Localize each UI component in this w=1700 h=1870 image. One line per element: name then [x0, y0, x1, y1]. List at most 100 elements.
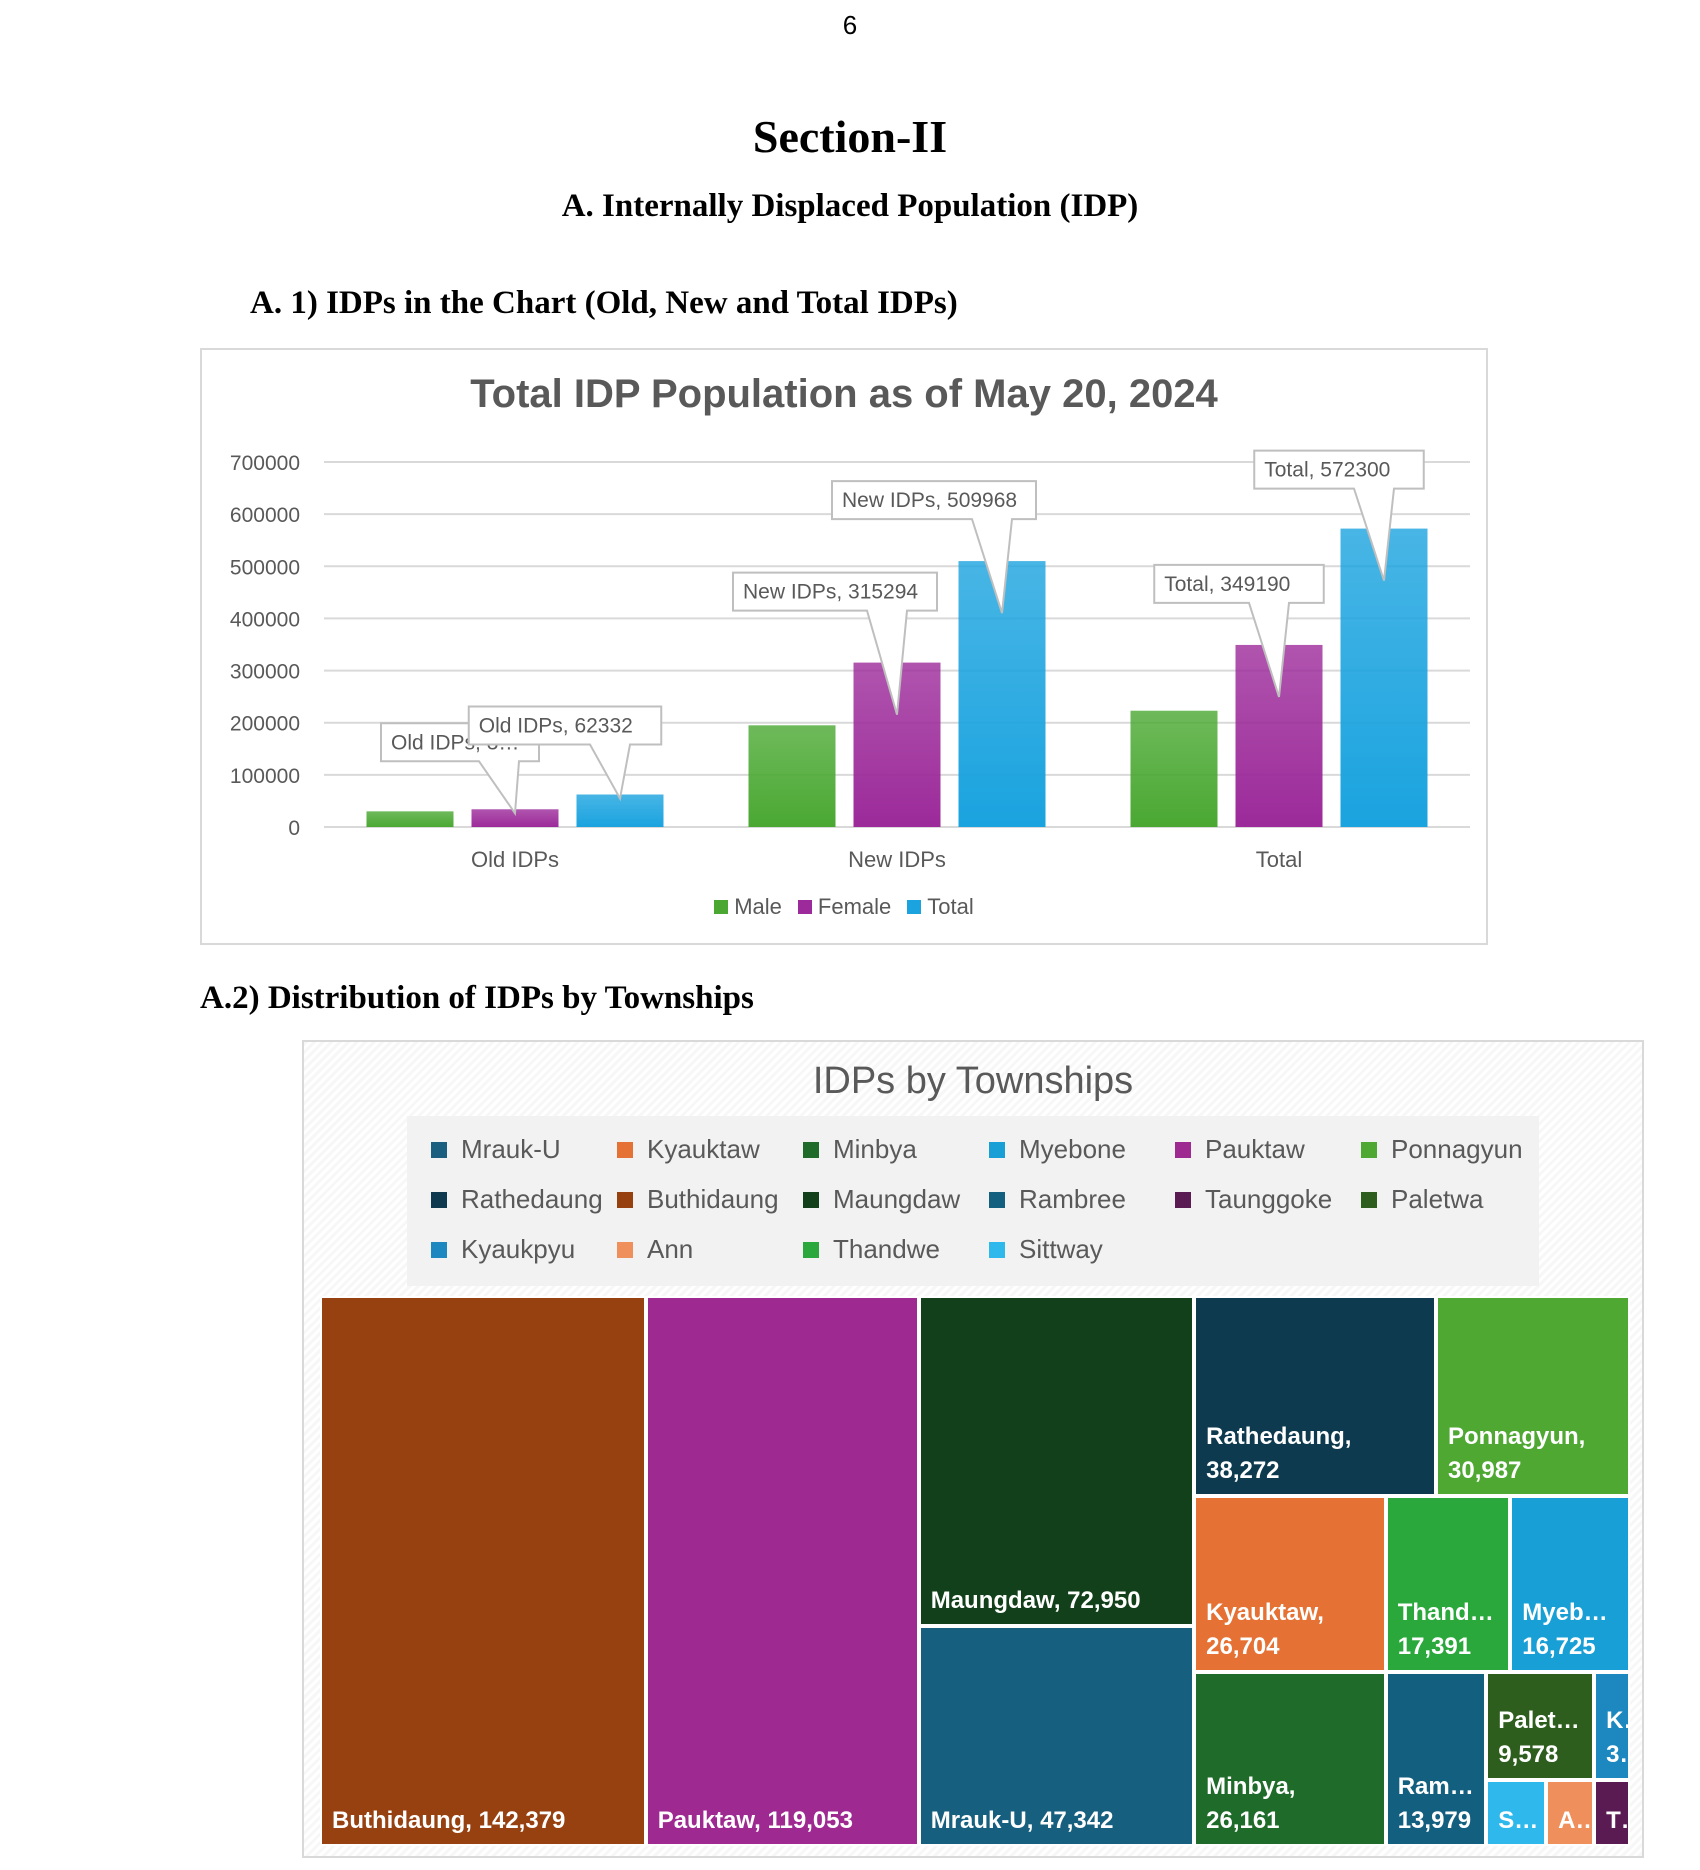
- treemap-tile-label: Kyauktaw, 26,704: [1206, 1599, 1324, 1660]
- legend-swatch: [617, 1241, 633, 1258]
- treemap-tile-kyauktaw: Kyauktaw, 26,704: [1194, 1496, 1386, 1672]
- legend-item: Total: [907, 894, 974, 920]
- data-callout: Old IDPs, 62332: [467, 705, 663, 802]
- treemap-tile-label: T…: [1606, 1807, 1628, 1834]
- treemap-tile-label: Mrauk-U, 47,342: [930, 1807, 1114, 1834]
- treemap-tile-ponnagyun: Ponnagyun, 30,987: [1436, 1296, 1630, 1496]
- callout-label: Total, 572300: [1264, 459, 1390, 482]
- legend-item: Maungdaw: [803, 1184, 960, 1215]
- legend-swatch: [1361, 1191, 1377, 1208]
- legend-item: Male: [714, 894, 782, 920]
- legend-label: Minbya: [833, 1134, 917, 1164]
- treemap-tile-sittway: S…: [1486, 1780, 1547, 1846]
- bar-male-2: [1130, 710, 1218, 827]
- legend-swatch: [431, 1191, 447, 1208]
- legend-item: Minbya: [803, 1134, 917, 1165]
- callout-box: [1253, 449, 1425, 581]
- legend-item: Kyaukpyu: [431, 1234, 575, 1265]
- y-tick-label: 400000: [230, 608, 300, 631]
- legend-swatch: [907, 900, 922, 914]
- treemap-tile-myebone: Myeb… 16,725: [1510, 1496, 1630, 1672]
- treemap-tile-label: Myeb… 16,725: [1522, 1599, 1608, 1660]
- treemap-tile-mrauk-u: Mrauk-U, 47,342: [918, 1626, 1195, 1846]
- legend-label: Male: [734, 894, 782, 919]
- x-tick-label: New IDPs: [848, 847, 946, 872]
- x-tick-label: Total: [1256, 847, 1302, 872]
- legend-item: Sittway: [989, 1234, 1103, 1265]
- callout-label: Old IDPs, 62332: [479, 714, 633, 737]
- subsection-title: A. Internally Displaced Population (IDP): [561, 188, 1139, 224]
- legend-swatch: [803, 1141, 819, 1158]
- callout-box: [1153, 563, 1325, 698]
- legend-label: Rathedaung: [461, 1184, 603, 1214]
- legend-swatch: [1175, 1191, 1191, 1208]
- legend-item: Paletwa: [1361, 1184, 1484, 1215]
- legend-label: Total: [927, 894, 974, 919]
- bar-chart-plot: 0 100000 200000 300000 400000 500000 600000 700…: [230, 449, 1470, 872]
- treemap-tile-label: Rathedaung, 38,272: [1206, 1423, 1352, 1484]
- treemap-tile-label: Thand… 17,391: [1397, 1599, 1494, 1660]
- treemap-tile-label: Ram… 13,979: [1397, 1773, 1474, 1834]
- treemap-tile-paletwa: Palet… 9,578: [1486, 1672, 1595, 1780]
- legend-label: Taunggoke: [1205, 1184, 1333, 1214]
- legend-item: Thandwe: [803, 1234, 940, 1265]
- data-callout: Total, 572300: [1253, 449, 1425, 581]
- section-title: Section-II: [752, 111, 948, 162]
- chart1-heading: A. 1) IDPs in the Chart (Old, New and To…: [250, 285, 958, 321]
- treemap-tile-label: Ponnagyun, 30,987: [1448, 1423, 1586, 1484]
- callout-label: Total, 349190: [1164, 573, 1290, 596]
- legend-item: Ponnagyun: [1361, 1134, 1523, 1165]
- bar-male-1: [748, 725, 836, 827]
- treemap-tile-pauktaw: Pauktaw, 119,053: [645, 1296, 919, 1846]
- y-tick-label: 100000: [230, 765, 300, 788]
- treemap-tile-label: S…: [1498, 1807, 1539, 1834]
- legend-swatch: [1361, 1141, 1377, 1158]
- data-callout: Total, 349190: [1153, 563, 1325, 698]
- legend-item: Female: [797, 894, 892, 920]
- legend-swatch: [803, 1191, 819, 1208]
- legend-item: Taunggoke: [1175, 1184, 1332, 1215]
- chart-title: Total IDP Population as of May 20, 2024: [470, 372, 1218, 416]
- legend-swatch: [431, 1241, 447, 1258]
- data-callout: New IDPs, 509968: [831, 480, 1037, 614]
- treemap-tile-label: Maungdaw, 72,950: [930, 1587, 1141, 1614]
- treemap-area: Buthidaung, 142,379 Pauktaw, 119,053 Maung…: [320, 1296, 1630, 1846]
- legend-item: Mrauk-U: [431, 1134, 561, 1165]
- treemap-legend: Mrauk-U Kyauktaw Minbya Myebone Pauktaw Ponna…: [407, 1116, 1539, 1286]
- treemap-tile-label: Buthidaung, 142,379: [332, 1807, 566, 1834]
- legend-label: Thandwe: [833, 1234, 940, 1264]
- treemap-tile-buthidaung: Buthidaung, 142,379: [320, 1296, 646, 1846]
- legend-swatch: [989, 1191, 1005, 1208]
- treemap-tile-thandwe: Thand… 17,391: [1385, 1496, 1511, 1672]
- legend-swatch: [797, 900, 812, 914]
- y-tick-label: 0: [288, 817, 300, 840]
- treemap-tile-label: Minbya, 26,161: [1206, 1773, 1296, 1834]
- data-callout: New IDPs, 315294: [732, 571, 938, 715]
- legend-swatch: [1175, 1141, 1191, 1158]
- legend-label: Ponnagyun: [1391, 1134, 1523, 1164]
- legend-label: Kyauktaw: [647, 1134, 760, 1164]
- legend-item: Rathedaung: [431, 1184, 603, 1215]
- callout-label: New IDPs, 509968: [842, 489, 1017, 512]
- legend-item: Rambree: [989, 1184, 1126, 1215]
- callout-box: [831, 480, 1037, 614]
- treemap-tile-rathedaung: Rathedaung, 38,272: [1194, 1296, 1436, 1496]
- legend-swatch: [431, 1141, 447, 1158]
- callout-label: New IDPs, 315294: [743, 581, 918, 604]
- legend-label: Sittway: [1019, 1234, 1103, 1264]
- chart2-heading: A.2) Distribution of IDPs by Townships: [200, 980, 754, 1016]
- bar-female-0: [471, 809, 559, 827]
- legend-label: Female: [817, 894, 892, 919]
- treemap-tile-rambree: Ram… 13,979: [1385, 1672, 1487, 1846]
- legend-item: Kyauktaw: [617, 1134, 760, 1165]
- treemap-tile-label: Palet… 9,578: [1498, 1707, 1580, 1768]
- legend-swatch: [989, 1141, 1005, 1158]
- legend-item: Buthidaung: [617, 1184, 779, 1215]
- treemap-tile-ann: A…: [1546, 1780, 1595, 1846]
- legend-label: Buthidaung: [647, 1184, 779, 1214]
- idp-bar-chart: Total IDP Population as of May 20, 2024 …: [200, 348, 1488, 945]
- legend-label: Mrauk-U: [461, 1134, 561, 1164]
- treemap-tile-label: K… 3…: [1606, 1707, 1628, 1768]
- y-tick-label: 700000: [230, 452, 300, 475]
- x-tick-label: Old IDPs: [471, 847, 559, 872]
